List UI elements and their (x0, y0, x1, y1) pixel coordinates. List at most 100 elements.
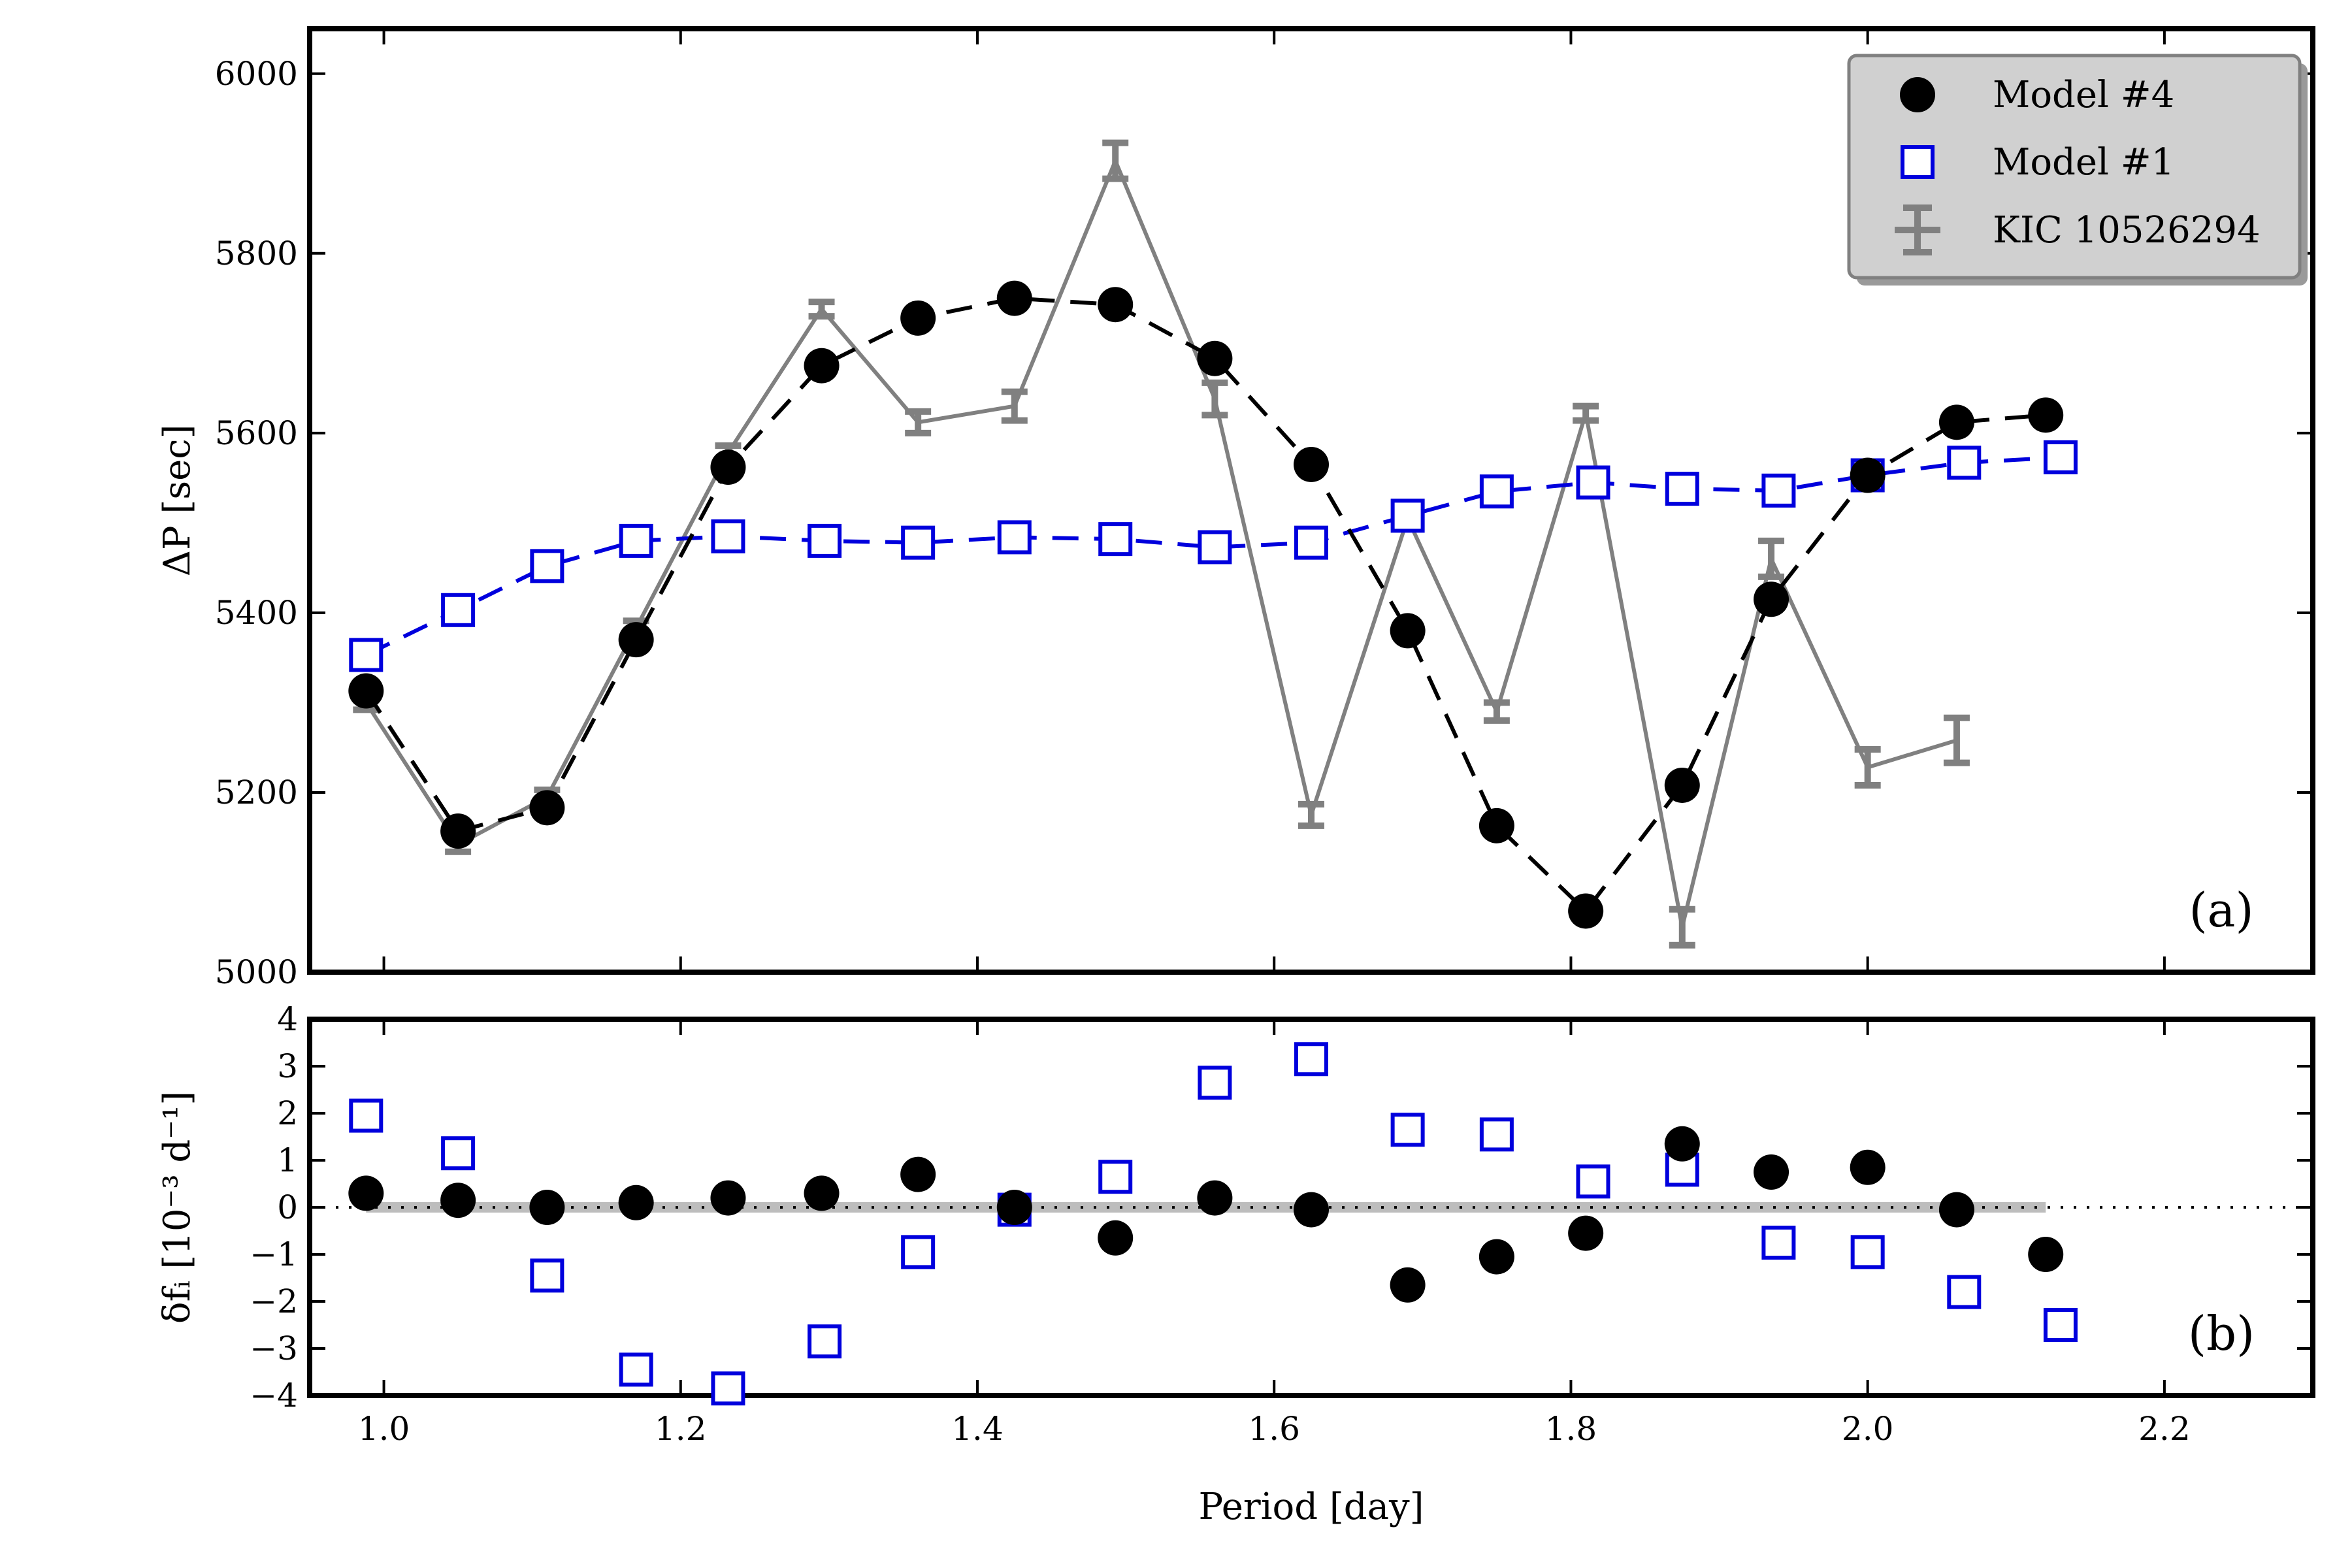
top-y-axis-label: ΔP [sec] (156, 425, 199, 577)
legend-label-kic: KIC 10526294 (1993, 209, 2261, 252)
kic-errorbar (905, 408, 932, 436)
residual-model4-point (1098, 1220, 1134, 1256)
model1-point (1294, 525, 1328, 560)
top-panel: 5000 5200 5400 5600 5800 6000 ΔP [sec] (a) Model… (156, 26, 2315, 991)
xtick-label: 1.4 (951, 1410, 1004, 1448)
residual-model4-point (618, 1184, 654, 1220)
legend-model1-marker (1901, 145, 1935, 179)
kic-errorbar (1201, 379, 1228, 419)
kic-errorbar (808, 299, 835, 320)
bottom-ytick-label: −3 (250, 1330, 298, 1367)
kic-errorbar (1669, 906, 1695, 949)
residual-model4-point (1850, 1149, 1886, 1185)
model4-point (1478, 808, 1514, 843)
legend-kic-marker (1895, 204, 1940, 255)
residual-model1-point (441, 1136, 476, 1171)
model1-point (1390, 498, 1425, 533)
kic-errorbar (1758, 537, 1785, 580)
residual-model1-point (1390, 1113, 1425, 1147)
bottom-panel-label: (b) (2188, 1306, 2255, 1361)
model4-point (1664, 767, 1700, 803)
xtick-label: 1.8 (1545, 1410, 1597, 1448)
model1-point (901, 525, 936, 560)
model4-point (804, 348, 840, 384)
legend-box (1847, 54, 2302, 280)
model1-point (349, 638, 384, 672)
model1-point (530, 549, 564, 583)
model4-point (1938, 404, 1974, 440)
residual-model1-point (1947, 1275, 1982, 1309)
top-ytick-label: 6000 (215, 55, 298, 93)
residual-model1-point (2043, 1308, 2078, 1342)
x-axis-label: Period [day] (1199, 1486, 1424, 1528)
top-ytick-label: 5600 (215, 414, 298, 452)
model4-point (1294, 446, 1329, 482)
residual-model4-point (1294, 1192, 1329, 1228)
model4-point (900, 300, 936, 336)
model4-point (1850, 457, 1886, 493)
residual-model4-point (804, 1175, 840, 1211)
residual-model1-point (1294, 1042, 1328, 1077)
model4-point (440, 813, 476, 849)
bottom-ytick-label: 3 (277, 1047, 298, 1085)
bottom-y-axis-label: δfᵢ [10⁻³ d⁻¹] (156, 1091, 199, 1324)
residual-model4-point (710, 1180, 746, 1216)
residual-model1-point (1198, 1066, 1232, 1100)
residual-model4-point (1664, 1126, 1700, 1162)
model4-point (1568, 893, 1604, 929)
model4-point (529, 790, 565, 826)
model4-point (1098, 287, 1134, 323)
residual-model1-point (1665, 1152, 1699, 1187)
xtick-label: 1.6 (1248, 1410, 1300, 1448)
model1-point (2043, 440, 2078, 474)
residual-model4-point (1568, 1215, 1604, 1251)
model4-point (348, 673, 384, 709)
bottom-ytick-label: −1 (250, 1235, 298, 1273)
residual-model1-point (1576, 1164, 1610, 1199)
model1-point (1479, 474, 1514, 509)
model4-point (2028, 397, 2064, 433)
model1-point (1665, 472, 1699, 506)
model4-point (1197, 340, 1233, 376)
bottom-ytick-label: 4 (277, 1000, 298, 1038)
kic-line (364, 155, 1957, 928)
residual-model4-point (1938, 1192, 1974, 1228)
top-panel-label: (a) (2189, 883, 2253, 938)
legend: Model #4 Model #1 KIC 10526294 (1847, 54, 2308, 286)
legend-model4-marker (1900, 77, 1935, 112)
bottom-ytick-label: 0 (277, 1188, 298, 1226)
residual-model4-point (1390, 1267, 1426, 1303)
model1-point (619, 523, 653, 558)
residual-model1-point (711, 1371, 745, 1406)
bottom-ytick-label: 2 (277, 1094, 298, 1132)
model4-point (1390, 613, 1426, 649)
residual-model4-point (529, 1190, 565, 1225)
bottom-ytick-label: 1 (277, 1141, 298, 1179)
model1-point (808, 523, 842, 558)
residual-model4-point (2028, 1237, 2064, 1272)
model1-point (711, 519, 745, 554)
residual-model1-point (530, 1258, 564, 1293)
kic-errorbar (1001, 388, 1028, 424)
bottom-ytick-label: −4 (250, 1377, 298, 1414)
top-axes-frame (307, 26, 2315, 975)
kic-errorbar (1943, 714, 1970, 766)
model1-point (1947, 446, 1982, 480)
residual-model4-point (900, 1156, 936, 1192)
model1-point (441, 593, 476, 627)
residual-model1-point (1098, 1160, 1133, 1194)
top-ytick-label: 5400 (215, 594, 298, 632)
model4-point (996, 280, 1032, 316)
model1-point (1098, 522, 1133, 557)
top-ytick-label: 5000 (215, 953, 298, 991)
residual-model1-point (1479, 1117, 1514, 1152)
residual-model1-point (901, 1235, 936, 1269)
model1-point (1761, 473, 1796, 508)
top-ytick-label: 5800 (215, 235, 298, 272)
xtick-label: 2.0 (1842, 1410, 1894, 1448)
residual-model1-point (1761, 1226, 1796, 1260)
residual-model4-point (996, 1190, 1032, 1225)
legend-label-model1: Model #1 (1993, 141, 2174, 184)
model1-point (1576, 465, 1610, 500)
